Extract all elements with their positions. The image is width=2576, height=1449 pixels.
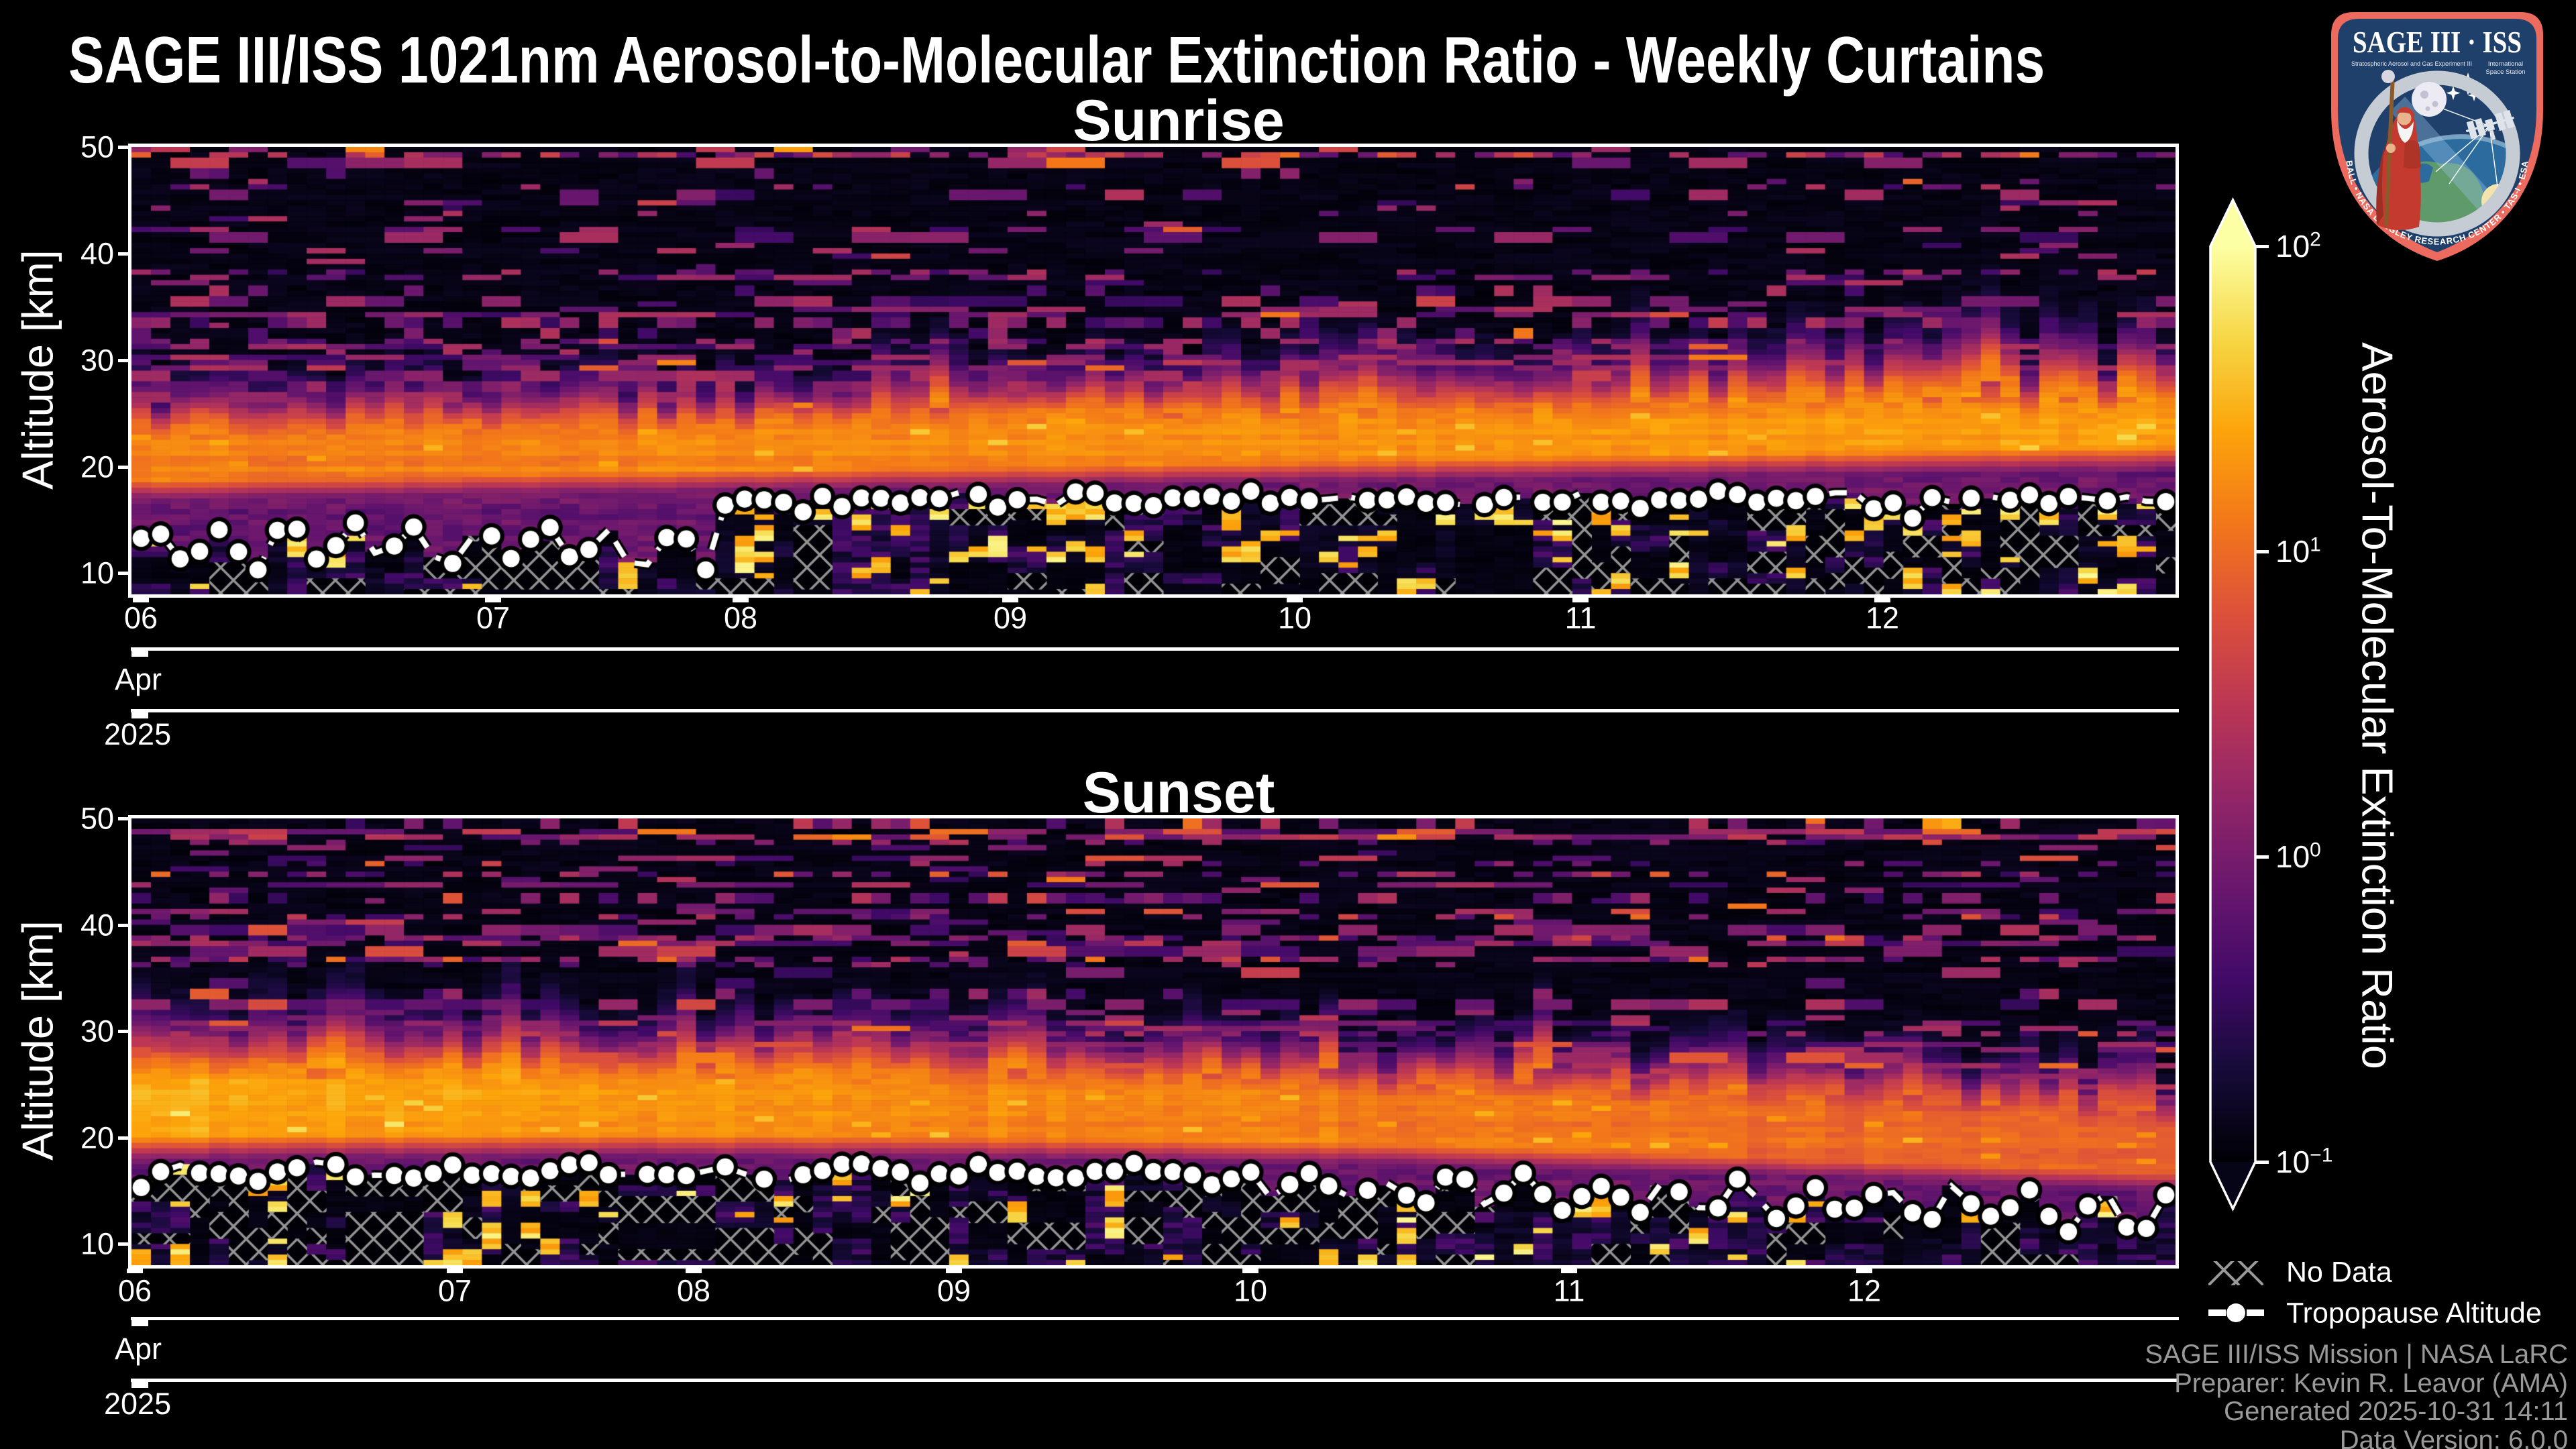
svg-text:Space Station: Space Station [2485, 68, 2525, 76]
svg-text:SAGE III · ISS: SAGE III · ISS [2353, 25, 2522, 59]
svg-text:Stratospheric Aerosol and Gas: Stratospheric Aerosol and Gas Experiment… [2351, 60, 2472, 68]
svg-text:International: International [2488, 60, 2523, 68]
